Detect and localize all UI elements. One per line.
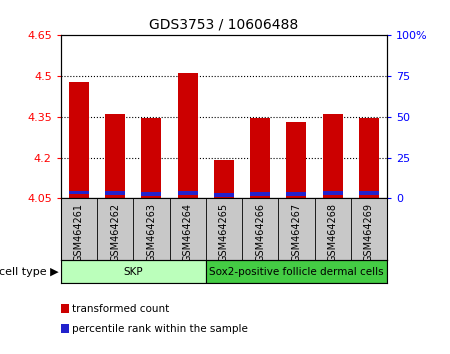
Bar bbox=[214, 160, 234, 198]
Bar bbox=[69, 191, 89, 194]
Bar bbox=[359, 118, 379, 198]
Bar bbox=[206, 260, 387, 283]
Bar bbox=[323, 114, 342, 198]
Bar bbox=[214, 193, 234, 197]
Bar bbox=[286, 122, 306, 198]
Text: GSM464263: GSM464263 bbox=[146, 203, 157, 262]
Text: GSM464268: GSM464268 bbox=[328, 203, 338, 262]
Text: cell type ▶: cell type ▶ bbox=[0, 267, 58, 277]
Bar bbox=[323, 191, 342, 195]
Text: GSM464264: GSM464264 bbox=[183, 203, 193, 262]
Text: transformed count: transformed count bbox=[72, 304, 169, 314]
Bar bbox=[178, 191, 198, 195]
Text: GSM464265: GSM464265 bbox=[219, 203, 229, 262]
Text: Sox2-positive follicle dermal cells: Sox2-positive follicle dermal cells bbox=[209, 267, 384, 277]
Bar bbox=[61, 260, 206, 283]
Bar bbox=[250, 118, 270, 198]
Bar bbox=[359, 191, 379, 195]
Bar bbox=[141, 192, 162, 195]
Bar bbox=[69, 81, 89, 198]
Bar bbox=[105, 192, 125, 195]
Bar bbox=[141, 118, 162, 198]
Text: GSM464266: GSM464266 bbox=[255, 203, 265, 262]
Title: GDS3753 / 10606488: GDS3753 / 10606488 bbox=[149, 17, 298, 32]
Bar bbox=[250, 192, 270, 195]
Bar bbox=[105, 114, 125, 198]
Text: GSM464262: GSM464262 bbox=[110, 203, 120, 262]
Text: GSM464261: GSM464261 bbox=[74, 203, 84, 262]
Text: percentile rank within the sample: percentile rank within the sample bbox=[72, 324, 248, 333]
Text: GSM464267: GSM464267 bbox=[292, 203, 302, 262]
Text: SKP: SKP bbox=[123, 267, 143, 277]
Text: GSM464269: GSM464269 bbox=[364, 203, 374, 262]
Bar bbox=[178, 73, 198, 198]
Bar bbox=[286, 192, 306, 195]
